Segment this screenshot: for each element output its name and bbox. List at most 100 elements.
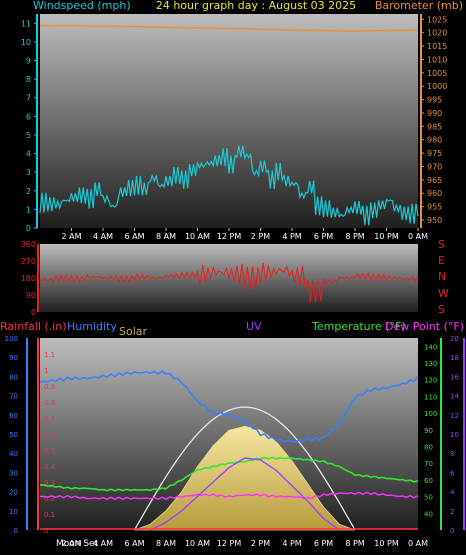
uv-tick-label: 20	[450, 335, 459, 343]
temperature-tick-label: 40	[424, 510, 433, 518]
barometer-tick-label: 965	[427, 176, 442, 185]
top-x-tick-label: 6 AM	[124, 232, 144, 241]
rainfall-tick-label: 0.5	[44, 447, 55, 455]
rainfall-tick-label: 0.3	[44, 479, 55, 487]
barometer-axis-label: Barometer (mb)	[375, 0, 463, 12]
temperature-tick-label: 140	[424, 343, 437, 351]
barometer-tick-label: 985	[427, 122, 442, 131]
humidity-tick-label: 90	[9, 354, 18, 362]
temperature-axis-label: Temperature (°F)	[311, 320, 406, 333]
direction-tick-label: 360	[21, 240, 36, 249]
bottom-x-tick-label: 10 PM	[374, 539, 399, 548]
uv-tick-label: 16	[450, 373, 459, 381]
top-x-tick-label: 10 AM	[185, 232, 210, 241]
solar-max-curve	[133, 406, 356, 531]
windspeed-tick-label: 2	[26, 187, 31, 196]
windspeed-tick-label: 7	[26, 94, 31, 103]
compass-label-s-bottom: S	[438, 303, 445, 316]
top-x-tick-label: 8 AM	[156, 232, 176, 241]
windspeed-tick-label: 9	[26, 57, 31, 66]
uv-label: UV	[246, 320, 262, 333]
barometer-tick-label: 970	[427, 162, 442, 171]
rainfall-tick-label: 0	[44, 527, 48, 535]
barometer-tick-label: 1015	[427, 42, 447, 51]
barometer-tick-label: 955	[427, 203, 442, 212]
rainfall-tick-label: 0.9	[44, 383, 55, 391]
temperature-tick-label: 90	[424, 427, 433, 435]
temperature-tick-label: 110	[424, 393, 437, 401]
uv-tick-label: 10	[450, 431, 459, 439]
bottom-x-tick-label: 2 PM	[251, 539, 270, 548]
top-x-tick-label: 12 PM	[217, 232, 242, 241]
top-x-tick-label: 6 PM	[314, 232, 333, 241]
compass-label-w: W	[438, 287, 449, 300]
barometer-tick-label: 950	[427, 216, 442, 225]
windspeed-tick-label: 8	[26, 75, 31, 84]
bottom-x-tick-label: 4 AM	[93, 539, 113, 548]
humidity-tick-label: 30	[9, 469, 18, 477]
top-x-tick-label: 2 AM	[61, 232, 81, 241]
uv-tick-label: 2	[450, 508, 454, 516]
bottom-x-tick-label: 4 PM	[282, 539, 301, 548]
windspeed-tick-label: 0	[26, 224, 31, 233]
top-x-tick-label: 4 PM	[282, 232, 301, 241]
windspeed-tick-label: 10	[21, 38, 31, 47]
temperature-tick-label: 100	[424, 410, 437, 418]
rainfall-tick-label: 0.1	[44, 511, 55, 519]
uv-tick-label: 6	[450, 469, 455, 477]
windspeed-series-line	[39, 145, 419, 226]
rainfall-tick-label: 0.8	[44, 399, 55, 407]
barometer-tick-label: 1010	[427, 55, 447, 64]
rainfall-tick-label: 0.2	[44, 495, 55, 503]
barometer-tick-label: 1005	[427, 69, 447, 78]
humidity-tick-label: 10	[9, 508, 18, 516]
uv-tick-label: 18	[450, 354, 459, 362]
solar-label: Solar	[119, 325, 148, 338]
temperature-tick-label: 120	[424, 377, 437, 385]
temperature-tick-label: 50	[424, 494, 433, 502]
rainfall-tick-label: 0.7	[44, 415, 55, 423]
top-x-tick-label: 8 PM	[345, 232, 364, 241]
dewpoint-axis-label: Dew Point (°F)	[385, 320, 464, 333]
barometer-series-line	[39, 24, 419, 32]
top-x-tick-label: 2 PM	[251, 232, 270, 241]
bottom-x-tick-label: 10 AM	[185, 539, 210, 548]
wind-direction-series-line	[39, 262, 419, 303]
temperature-tick-label: 130	[424, 360, 437, 368]
bottom-x-tick-label: 8 AM	[156, 539, 176, 548]
humidity-tick-label: 20	[9, 489, 18, 497]
bottom-x-tick-label: 8 PM	[345, 539, 364, 548]
temperature-tick-label: 70	[424, 460, 433, 468]
humidity-series-line	[39, 370, 419, 443]
humidity-tick-label: 50	[9, 431, 18, 439]
humidity-axis-label: Humidity	[67, 320, 117, 333]
direction-tick-label: 180	[21, 274, 36, 283]
windspeed-tick-label: 11	[21, 19, 31, 28]
top-x-tick-label: 4 AM	[93, 232, 113, 241]
rainfall-axis-label: Rainfall (.in)	[0, 320, 67, 333]
uv-tick-label: 14	[450, 393, 459, 401]
direction-tick-label: 0	[31, 308, 36, 317]
moon-set-label: Moon Set	[56, 539, 99, 549]
humidity-tick-label: 70	[9, 393, 18, 401]
barometer-tick-label: 995	[427, 96, 442, 105]
humidity-tick-label: 0	[14, 527, 18, 535]
windspeed-axis-label: Windspeed (mph)	[33, 0, 131, 12]
uv-tick-label: 0	[450, 527, 454, 535]
barometer-tick-label: 975	[427, 149, 442, 158]
temperature-series-line	[39, 456, 419, 492]
uv-tick-label: 8	[450, 450, 454, 458]
chart-title: 24 hour graph day : August 03 2025	[156, 0, 356, 12]
humidity-tick-label: 100	[5, 335, 18, 343]
bottom-x-tick-label: 12 PM	[217, 539, 242, 548]
barometer-tick-label: 1000	[427, 82, 447, 91]
rainfall-tick-label: 0.4	[44, 463, 56, 471]
rainfall-tick-label: 1.1	[44, 351, 55, 359]
uv-tick-label: 4	[450, 489, 455, 497]
windspeed-tick-label: 1	[26, 205, 31, 214]
barometer-tick-label: 1020	[427, 29, 447, 38]
top-x-tick-label: 0 AM	[408, 232, 428, 241]
uv-series-line	[149, 457, 340, 531]
direction-tick-label: 270	[21, 257, 36, 266]
